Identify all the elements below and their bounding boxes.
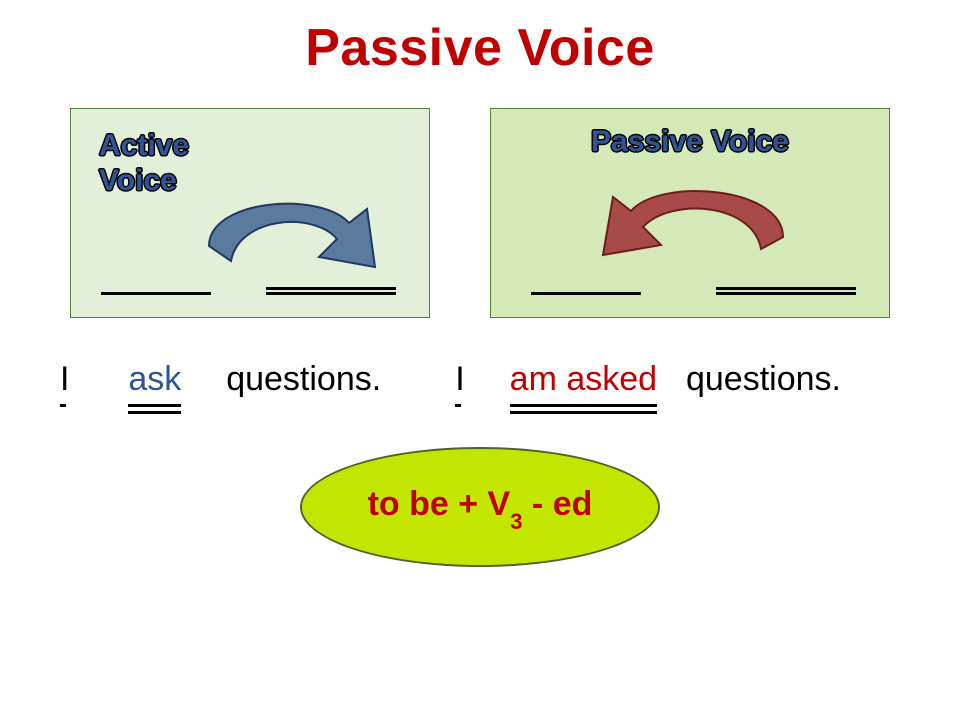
formula-ellipse: to be + V3 - ed	[300, 447, 660, 567]
passive-voice-box: Passive Voice	[490, 108, 890, 318]
active-object: questions.	[226, 360, 381, 398]
passive-object: questions.	[686, 360, 841, 398]
page-title: Passive Voice	[0, 0, 960, 78]
double-blank-line	[716, 287, 856, 295]
formula-container: to be + V3 - ed	[0, 399, 960, 567]
active-sentence: I ask questions.	[60, 360, 455, 399]
active-verb: ask	[128, 360, 181, 399]
passive-voice-label: Passive Voice	[491, 125, 889, 160]
arrow-left-icon	[581, 167, 801, 267]
passive-verb: am asked	[510, 360, 657, 399]
passive-sentence: I am asked questions.	[455, 360, 900, 399]
blank-line	[101, 292, 211, 295]
active-voice-box: ActiveVoice	[70, 108, 430, 318]
active-subject: I	[60, 360, 69, 399]
formula-text: to be + V3 - ed	[368, 485, 593, 529]
active-voice-label: ActiveVoice	[99, 129, 189, 198]
passive-subject: I	[455, 360, 464, 399]
voice-boxes-row: ActiveVoice Passive Voice	[0, 78, 960, 318]
formula-before: to be + V	[368, 485, 511, 523]
double-blank-line	[266, 287, 396, 295]
example-sentences: I ask questions. I am asked questions.	[0, 318, 960, 399]
blank-line	[531, 292, 641, 295]
arrow-left-path	[603, 191, 783, 255]
formula-subscript: 3	[510, 509, 522, 534]
arrow-right-icon	[191, 181, 391, 281]
formula-after: - ed	[522, 485, 592, 523]
